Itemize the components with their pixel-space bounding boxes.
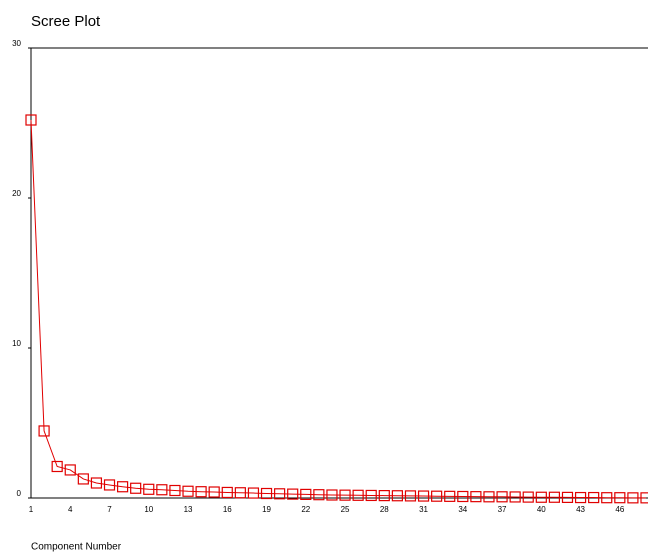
x-tick-label: 37 — [498, 505, 507, 514]
point-marker — [470, 491, 482, 503]
point-marker — [431, 490, 443, 502]
point-marker — [404, 490, 417, 502]
point-marker — [130, 482, 142, 494]
point-marker — [457, 490, 469, 503]
point-marker — [51, 460, 63, 473]
point-marker — [496, 491, 508, 503]
point-marker — [221, 486, 233, 499]
point-marker — [339, 489, 351, 501]
series-line — [30, 119, 646, 499]
point-marker — [627, 492, 639, 504]
point-marker — [548, 491, 561, 503]
x-tick-label: 16 — [223, 505, 232, 514]
point-marker — [247, 487, 260, 499]
point-marker — [182, 485, 194, 497]
point-marker — [365, 489, 377, 502]
point-marker — [143, 483, 155, 495]
point-marker — [417, 490, 430, 502]
point-marker — [300, 488, 312, 500]
point-marker — [378, 490, 390, 502]
x-tick-label: 25 — [341, 505, 350, 514]
point-marker — [260, 487, 273, 500]
point-marker — [90, 477, 103, 489]
point-marker — [444, 490, 456, 502]
x-tick-label: 46 — [615, 505, 624, 514]
point-marker — [574, 491, 587, 504]
point-marker — [601, 492, 613, 504]
point-marker — [274, 488, 286, 500]
x-tick-label: 28 — [380, 505, 389, 514]
x-tick-label: 40 — [537, 505, 546, 514]
x-tick-label: 7 — [107, 505, 112, 514]
point-marker — [522, 491, 534, 503]
point-marker — [77, 473, 89, 485]
point-marker — [391, 490, 403, 502]
point-marker — [483, 491, 495, 503]
point-marker — [116, 481, 129, 493]
x-tick-label: 34 — [458, 505, 467, 514]
x-axis-label: Component Number — [31, 542, 122, 553]
chart-title: Scree Plot — [31, 13, 101, 30]
point-marker — [103, 479, 116, 491]
point-marker — [313, 489, 325, 501]
x-tick-label: 1 — [29, 505, 34, 514]
y-tick-label: 0 — [17, 489, 22, 498]
x-tick-label: 10 — [144, 505, 153, 514]
point-marker — [169, 484, 181, 497]
point-marker — [561, 491, 574, 503]
point-marker — [208, 486, 220, 498]
point-marker — [25, 114, 37, 126]
x-tick-label: 43 — [576, 505, 585, 514]
point-marker — [509, 491, 521, 503]
y-tick-label: 20 — [12, 189, 21, 198]
point-marker — [195, 486, 207, 498]
point-marker — [640, 492, 648, 504]
point-marker — [588, 491, 600, 504]
x-tick-label: 4 — [68, 505, 73, 514]
point-marker — [156, 484, 168, 496]
y-tick-label: 10 — [12, 339, 21, 348]
point-marker — [326, 489, 338, 501]
point-marker — [535, 491, 547, 503]
point-marker — [287, 488, 299, 500]
point-marker — [234, 487, 246, 499]
y-tick-label: 30 — [12, 39, 21, 48]
point-marker — [614, 492, 626, 504]
point-marker — [352, 489, 364, 501]
point-marker — [38, 425, 50, 437]
x-tick-label: 31 — [419, 505, 428, 514]
point-marker — [64, 464, 76, 476]
x-tick-label: 22 — [301, 505, 310, 514]
x-tick-label: 13 — [184, 505, 193, 514]
x-tick-label: 19 — [262, 505, 271, 514]
